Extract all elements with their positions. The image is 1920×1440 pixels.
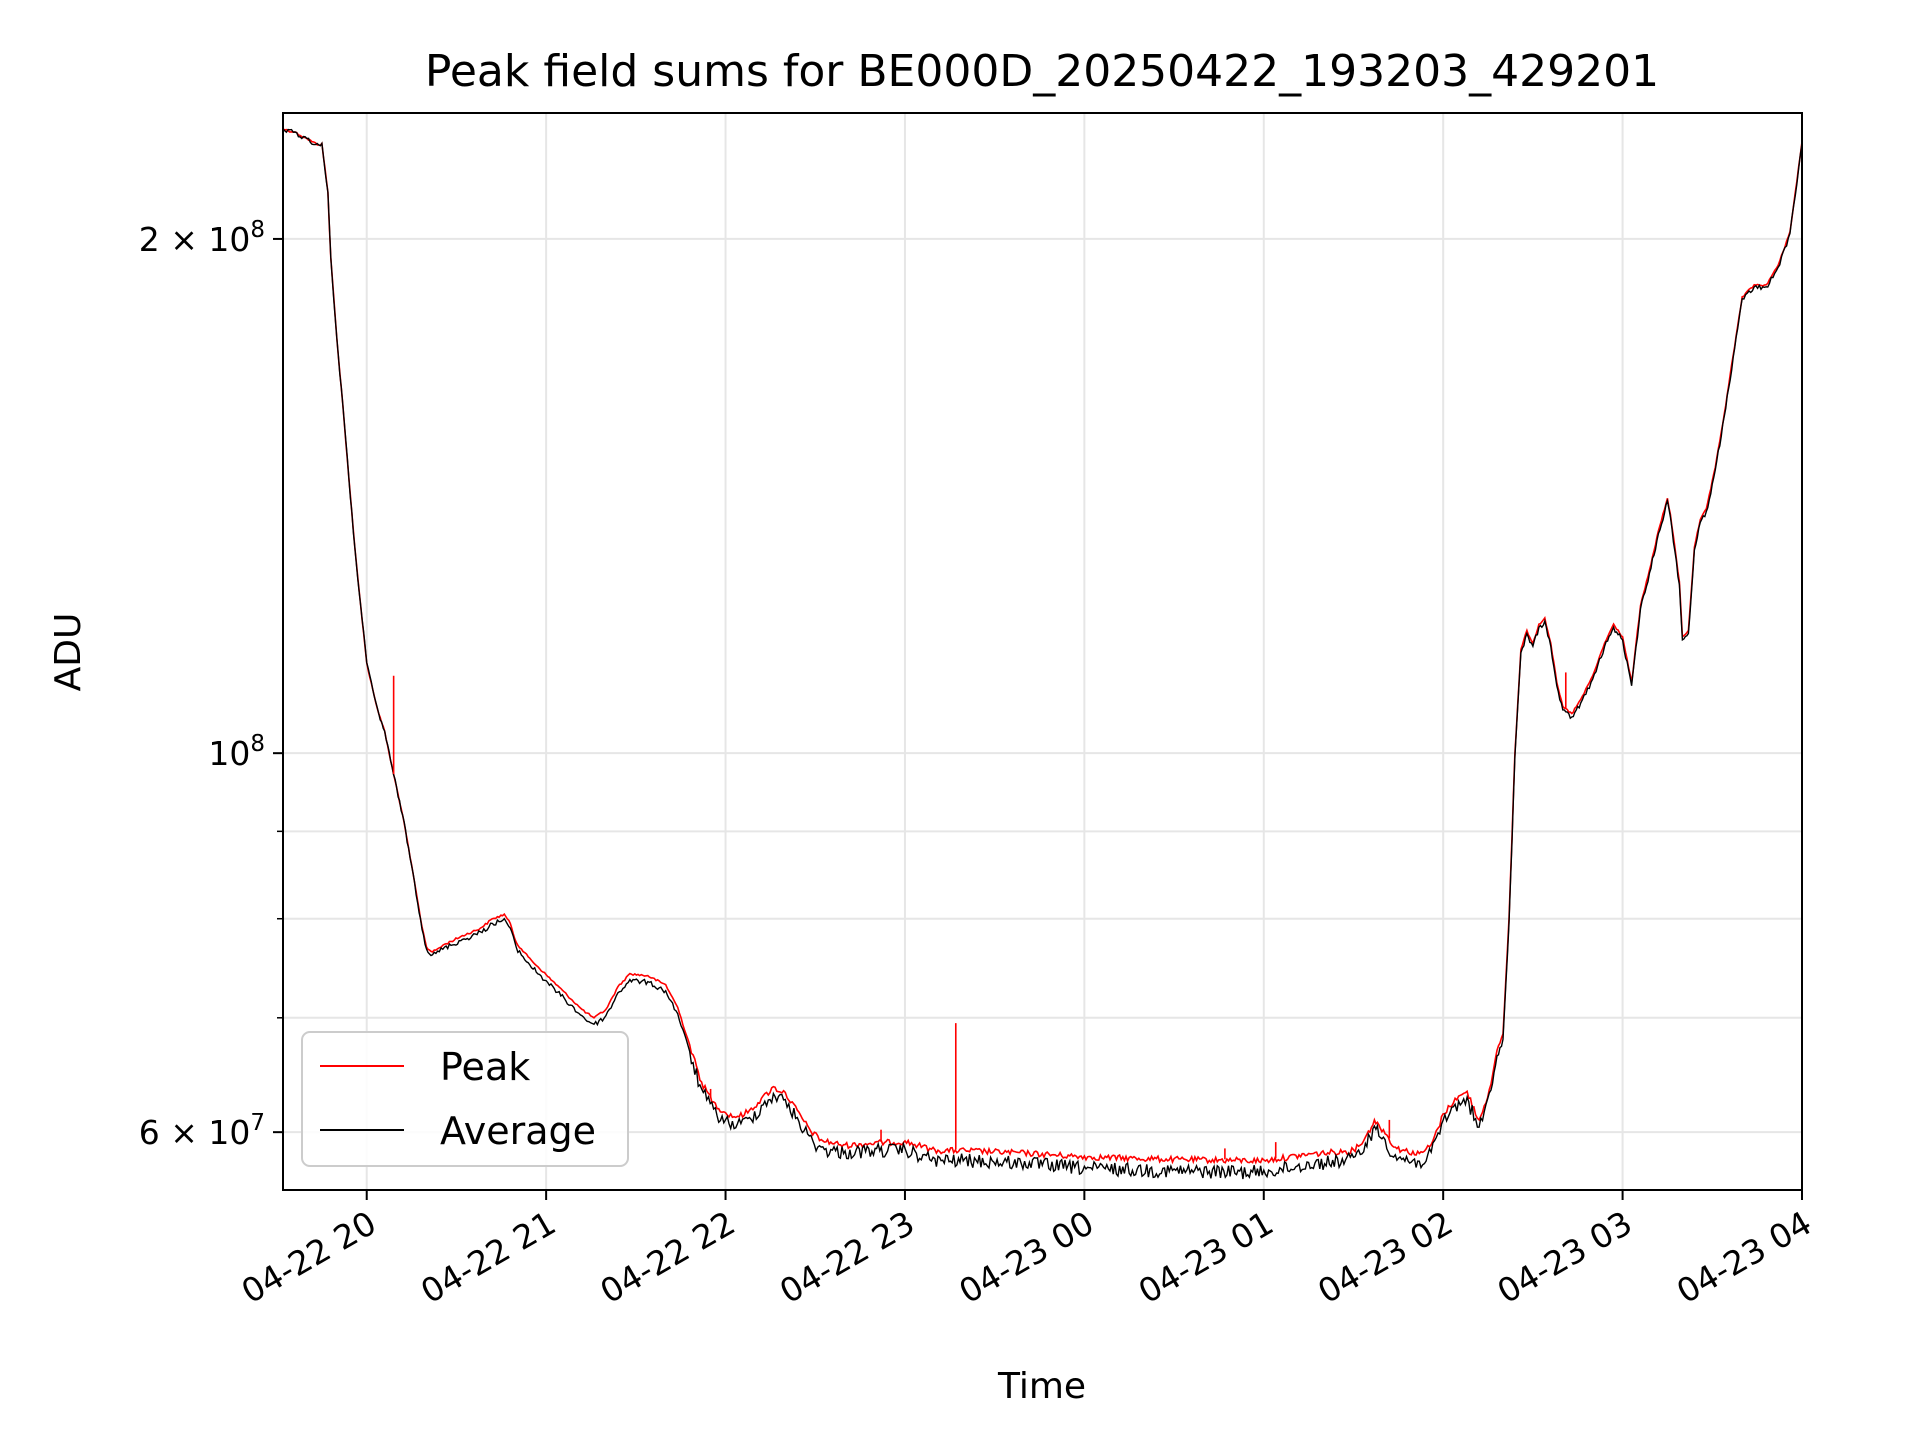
y-tick-label: 108 xyxy=(208,731,265,773)
series-line-peak xyxy=(283,128,1802,1165)
series-layer xyxy=(283,128,1802,1180)
legend-label-average: Average xyxy=(440,1109,596,1153)
grid xyxy=(283,113,1803,1190)
legend-label-peak: Peak xyxy=(440,1045,530,1089)
y-axis-label: ADU xyxy=(48,613,89,692)
series-line-average xyxy=(283,128,1802,1180)
legend: Peak Average xyxy=(301,1031,629,1167)
x-axis-label: Time xyxy=(997,1366,1086,1407)
chart-title: Peak field sums for BE000D_20250422_1932… xyxy=(425,46,1659,97)
plot-frame xyxy=(282,112,1803,1191)
y-tick-label: 2 × 108 xyxy=(139,217,265,259)
y-tick-label: 6 × 107 xyxy=(139,1110,265,1152)
